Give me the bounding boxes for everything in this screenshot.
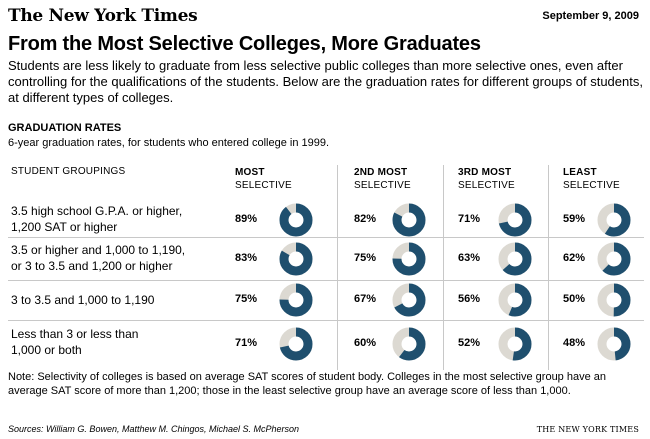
donut-value-arc [279, 203, 313, 237]
percent-label: 52% [458, 337, 481, 349]
donut-value-arc [279, 242, 313, 276]
masthead-logo: The New York Times [8, 6, 198, 26]
credit: THE NEW YORK TIMES [536, 425, 639, 434]
publication-date: September 9, 2009 [542, 10, 639, 22]
percent-label: 50% [563, 293, 586, 305]
donut-value-arc [597, 327, 631, 361]
donut-mark [392, 242, 426, 276]
row-label-line: 3.5 high school G.P.A. or higher, [11, 204, 183, 218]
donut-value-arc [392, 203, 426, 237]
percent-label: 60% [354, 337, 377, 349]
donut-mark [392, 283, 426, 317]
row-label-line: 1,000 or both [11, 343, 82, 357]
page-title: From the Most Selective Colleges, More G… [8, 33, 481, 55]
column-header-line1: MOST [235, 167, 265, 178]
donut-value-arc [597, 203, 631, 237]
percent-label: 89% [235, 213, 258, 225]
intro-text: Students are less likely to graduate fro… [8, 58, 643, 105]
donut-value-arc [279, 283, 313, 317]
column-header-line1: 3RD MOST [458, 167, 512, 178]
column-divider [443, 165, 444, 370]
donut-mark [597, 203, 631, 237]
donut-value-arc [597, 242, 631, 276]
donut-mark [392, 327, 426, 361]
column-header-3rd-most: 3RD MOST SELECTIVE [458, 166, 515, 192]
percent-label: 56% [458, 293, 481, 305]
donut-mark [498, 283, 532, 317]
row-label-1: 3.5 high school G.P.A. or higher, 1,200 … [11, 203, 182, 235]
row-divider [8, 280, 644, 281]
donut-mark [498, 203, 532, 237]
row-label-line: 3.5 or higher and 1,000 to 1,190, [11, 243, 186, 257]
donut-mark [279, 242, 313, 276]
row-label-line: or 3 to 3.5 and 1,200 or higher [11, 259, 173, 273]
row-divider [8, 237, 644, 238]
donut-value-arc [279, 327, 313, 361]
column-header-line2: SELECTIVE [563, 180, 620, 191]
donut-value-arc [392, 242, 426, 276]
column-header-line1: 2ND MOST [354, 167, 408, 178]
row-label-line: 1,200 SAT or higher [11, 220, 118, 234]
sources: Sources: William G. Bowen, Matthew M. Ch… [8, 424, 300, 434]
column-header-least: LEAST SELECTIVE [563, 166, 620, 192]
donut-value-arc [597, 283, 631, 317]
donut-mark [597, 327, 631, 361]
percent-label: 71% [458, 213, 481, 225]
row-label-3: 3 to 3.5 and 1,000 to 1,190 [11, 292, 154, 308]
percent-label: 71% [235, 337, 258, 349]
row-divider [8, 320, 644, 321]
donut-mark [279, 203, 313, 237]
percent-label: 75% [235, 293, 258, 305]
donut-value-arc [498, 203, 532, 237]
donut-mark [597, 242, 631, 276]
column-header-most: MOST SELECTIVE [235, 166, 292, 192]
percent-label: 67% [354, 293, 377, 305]
donut-value-arc [498, 327, 532, 361]
donut-value-arc [498, 242, 532, 276]
row-header: STUDENT GROUPINGS [11, 166, 126, 177]
donut-mark [392, 203, 426, 237]
row-label-4: Less than 3 or less than 1,000 or both [11, 326, 138, 358]
column-header-line2: SELECTIVE [458, 180, 515, 191]
donut-mark [597, 283, 631, 317]
column-header-line2: SELECTIVE [354, 180, 411, 191]
donut-mark [498, 242, 532, 276]
section-title: GRADUATION RATES [8, 122, 122, 134]
percent-label: 63% [458, 252, 481, 264]
donut-mark [498, 327, 532, 361]
donut-value-arc [392, 283, 426, 317]
percent-label: 83% [235, 252, 258, 264]
donut-mark [279, 327, 313, 361]
donut-mark [279, 283, 313, 317]
percent-label: 59% [563, 213, 586, 225]
percent-label: 62% [563, 252, 586, 264]
row-label-line: Less than 3 or less than [11, 327, 139, 341]
column-header-line1: LEAST [563, 167, 597, 178]
column-header-line2: SELECTIVE [235, 180, 292, 191]
footnote: Note: Selectivity of colleges is based o… [8, 371, 607, 397]
column-header-2nd-most: 2ND MOST SELECTIVE [354, 166, 411, 192]
section-subtitle: 6-year graduation rates, for students wh… [8, 137, 330, 149]
percent-label: 48% [563, 337, 586, 349]
column-divider [337, 165, 338, 370]
row-label-line: 3 to 3.5 and 1,000 to 1,190 [11, 293, 155, 307]
percent-label: 75% [354, 252, 377, 264]
donut-value-arc [498, 283, 532, 317]
donut-value-arc [392, 327, 426, 361]
column-divider [548, 165, 549, 370]
row-label-2: 3.5 or higher and 1,000 to 1,190, or 3 t… [11, 242, 185, 274]
percent-label: 82% [354, 213, 377, 225]
